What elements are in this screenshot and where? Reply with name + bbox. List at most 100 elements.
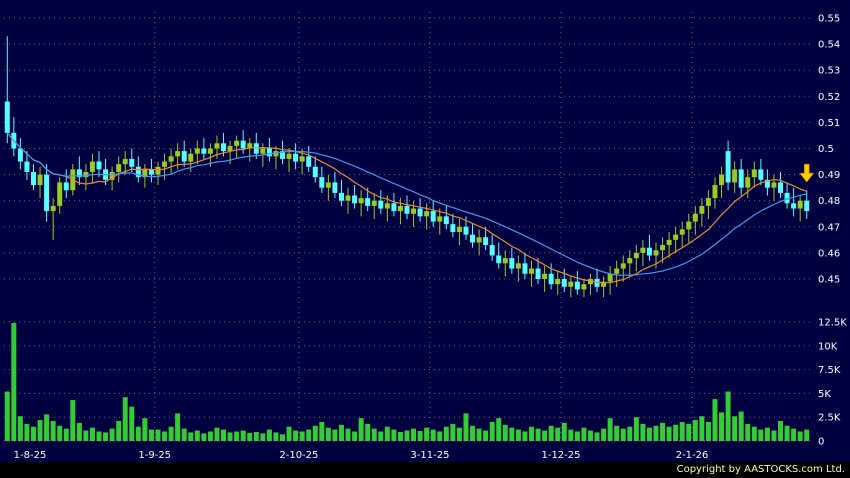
volume-bar: [430, 429, 436, 441]
candle: [791, 187, 797, 217]
volume-tick-label: 10K: [818, 341, 838, 352]
price-axis-labels: 0.55 0.54 0.53 0.52 0.51 0.5 0.49 0.48 0.47 0.46 0…: [818, 14, 840, 286]
volume-bar: [470, 425, 476, 441]
ma-long-line: [6, 132, 807, 276]
candle: [83, 164, 89, 191]
volume-bar: [319, 421, 325, 441]
candle: [378, 190, 384, 214]
volume-bar: [148, 429, 154, 441]
volume-bar: [345, 428, 351, 441]
candle: [692, 205, 698, 235]
volume-bar: [548, 425, 554, 441]
candle: [778, 171, 784, 199]
date-axis-labels: 1-8-25 1-9-25 2-10-25 3-11-25 1-12-25 2-1-26: [14, 450, 709, 461]
candle: [607, 265, 613, 295]
candle: [555, 271, 561, 295]
price-tick-label: 0.48: [818, 196, 840, 207]
candle: [732, 161, 738, 193]
volume-bar: [804, 429, 810, 441]
candle: [338, 179, 344, 206]
volume-bar: [679, 421, 685, 441]
volume-bar: [306, 429, 312, 441]
price-tick-label: 0.51: [818, 118, 840, 129]
volume-bar: [509, 427, 515, 441]
volume-bar: [699, 416, 705, 441]
candle: [614, 260, 620, 287]
volume-bar: [135, 426, 141, 441]
date-label: 1-12-25: [541, 450, 580, 461]
volume-bar: [574, 431, 580, 441]
candle: [660, 237, 666, 264]
volume-bar: [535, 428, 541, 441]
volume-bar: [633, 417, 639, 441]
volume-bar: [234, 431, 240, 441]
volume-bar: [24, 423, 30, 441]
volume-bar: [299, 431, 305, 441]
candle: [11, 117, 17, 157]
volume-bar: [384, 426, 390, 441]
candle: [764, 169, 770, 196]
candle: [50, 198, 56, 240]
candle: [515, 255, 521, 282]
candle: [253, 132, 259, 159]
volume-bar: [365, 423, 371, 441]
candle: [430, 200, 436, 227]
volume-bar: [771, 430, 777, 441]
volume-bar: [221, 429, 227, 441]
volume-bar: [260, 433, 266, 441]
candle: [443, 205, 449, 230]
volume-bar: [797, 431, 803, 441]
candle: [666, 232, 672, 259]
date-label: 1-9-25: [138, 450, 171, 461]
volume-bar: [784, 425, 790, 441]
volume-bar: [312, 425, 318, 441]
volume-bar: [168, 426, 174, 441]
candle: [397, 198, 403, 225]
volume-tick-label: 0: [818, 437, 824, 448]
volume-tick-label: 7.5K: [818, 365, 841, 376]
candle: [509, 247, 515, 274]
candle: [804, 190, 810, 219]
candle: [155, 161, 161, 186]
volume-bar: [529, 426, 535, 441]
volume-bar: [175, 413, 181, 441]
copyright-notice: Copyright by AASTOCKS.com Ltd.: [676, 464, 845, 475]
candle: [240, 130, 246, 154]
volume-bar: [17, 416, 23, 441]
candle: [601, 276, 607, 298]
candle: [587, 273, 593, 295]
price-tick-label: 0.55: [818, 14, 840, 25]
date-label: 3-11-25: [410, 450, 449, 461]
candle: [358, 190, 364, 217]
volume-bar: [194, 430, 200, 441]
candle: [30, 164, 36, 191]
stock-chart[interactable]: 0.55 0.54 0.53 0.52 0.51 0.5 0.49 0.48 0.47 0.46 0…: [0, 0, 850, 462]
candle: [542, 265, 548, 293]
candle: [352, 185, 358, 209]
candle: [201, 138, 207, 159]
volume-bar: [122, 397, 128, 441]
volume-bar: [37, 420, 43, 441]
price-tick-label: 0.5: [818, 144, 834, 155]
volume-bar: [63, 428, 69, 441]
volume-bar: [607, 418, 613, 441]
candle: [424, 203, 430, 230]
candle: [319, 166, 325, 193]
candle: [712, 177, 718, 209]
candle: [247, 138, 253, 162]
candle: [293, 143, 299, 170]
volume-bar: [253, 431, 259, 441]
volume-tick-label: 2.5K: [818, 413, 841, 424]
volume-bar: [89, 427, 95, 441]
candle: [312, 156, 318, 183]
volume-bar: [286, 426, 292, 441]
volume-bar: [57, 425, 63, 441]
volume-tick-label: 5K: [818, 389, 831, 400]
volume-bar: [542, 430, 548, 441]
volume-bar: [162, 431, 168, 441]
volume-bar: [424, 427, 430, 441]
volume-bar: [404, 430, 410, 441]
candle: [745, 169, 751, 199]
volume-bar: [417, 431, 423, 441]
volume-bar: [443, 426, 449, 441]
